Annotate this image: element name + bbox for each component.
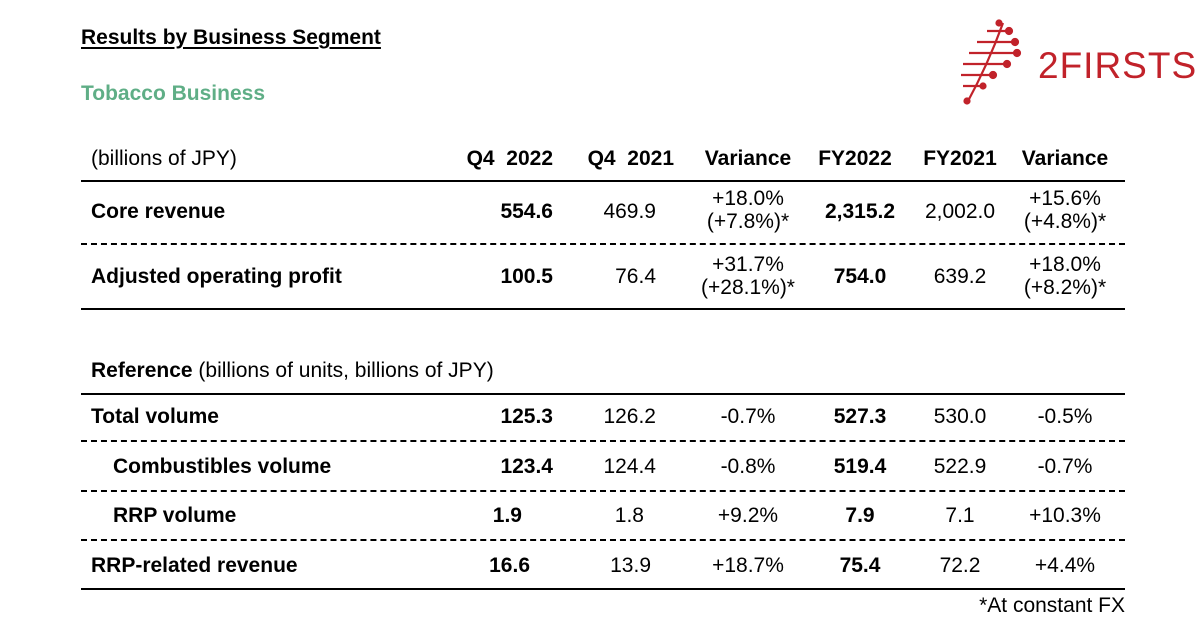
cell-fy2021: 639.2 (933, 265, 987, 288)
row-divider (81, 440, 1125, 442)
cell-variance-q4: -0.8% (720, 455, 776, 478)
row-label: Adjusted operating profit (91, 265, 342, 288)
cell-fy2022: 527.3 (833, 405, 887, 428)
table1-top-rule (81, 180, 1125, 182)
cell-variance-fy: +15.6% (+4.8%)* (1010, 187, 1120, 233)
reference-unit: (billions of units, billions of JPY) (192, 359, 494, 382)
col-header-fy2021: FY2021 (923, 147, 997, 170)
brand-logo: 2FIRSTS (955, 15, 1196, 110)
cell-q4-2021: 126.2 (603, 405, 656, 428)
cell-q4-2022: 100.5 (500, 265, 553, 288)
variance-value: +31.7% (712, 253, 784, 276)
cell-fy2021: 72.2 (939, 554, 981, 577)
cell-fy2021: 530.0 (933, 405, 987, 428)
cell-variance-q4: -0.7% (720, 405, 776, 428)
cell-variance-fy: -0.7% (1037, 455, 1093, 478)
row-label: RRP volume (113, 504, 237, 527)
row-label: Core revenue (91, 200, 226, 223)
cell-fy2021: 7.1 (945, 504, 975, 527)
col-header-variance-q4: Variance (704, 147, 792, 170)
cell-variance-q4: +31.7% (+28.1%)* (688, 253, 808, 299)
cell-q4-2021: 1.8 (614, 504, 644, 527)
unit-label: (billions of JPY) (91, 147, 237, 170)
cell-fy2022: 7.9 (845, 504, 875, 527)
cell-q4-2021: 76.4 (615, 265, 656, 288)
variance-fx-value: (+4.8%)* (1023, 210, 1107, 233)
section-subtitle: Tobacco Business (81, 82, 265, 105)
col-header-q4-2021: Q4 2021 (587, 147, 674, 170)
variance-fx-value: (+7.8%)* (706, 210, 790, 233)
variance-fx-value: (+8.2%)* (1023, 276, 1107, 299)
reference-bold: Reference (91, 359, 193, 382)
cell-variance-q4: +18.7% (712, 554, 784, 577)
variance-fx-value: (+28.1%)* (701, 276, 795, 299)
cell-q4-2022: 125.3 (500, 405, 553, 428)
cell-variance-fy: -0.5% (1037, 405, 1093, 428)
table2-bottom-rule (81, 588, 1125, 590)
cell-fy2021: 522.9 (933, 455, 987, 478)
col-header-fy2022: FY2022 (818, 147, 892, 170)
row-label: RRP-related revenue (91, 554, 298, 577)
cell-fy2022: 519.4 (833, 455, 887, 478)
page-title: Results by Business Segment (81, 26, 381, 49)
cell-variance-fy: +18.0% (+8.2%)* (1010, 253, 1120, 299)
cell-q4-2022: 16.6 (489, 554, 530, 577)
table2-top-rule (81, 393, 1125, 395)
cell-variance-fy: +10.3% (1029, 504, 1101, 527)
cell-fy2022: 75.4 (839, 554, 881, 577)
cell-q4-2021: 13.9 (610, 554, 651, 577)
cell-variance-q4: +18.0% (+7.8%)* (688, 187, 808, 233)
cell-q4-2022: 123.4 (500, 455, 553, 478)
col-header-q4-2022: Q4 2022 (466, 147, 553, 170)
row-divider (81, 539, 1125, 541)
logo-text: 2FIRSTS (1038, 45, 1198, 86)
cell-variance-fy: +4.4% (1034, 554, 1096, 577)
cell-fy2022: 2,315.2 (824, 200, 896, 223)
cell-q4-2022: 1.9 (492, 504, 522, 527)
cell-fy2021: 2,002.0 (924, 200, 996, 223)
row-divider (81, 490, 1125, 492)
cell-q4-2021: 469.9 (603, 200, 656, 223)
variance-value: +18.0% (712, 187, 784, 210)
variance-value: +18.0% (1029, 253, 1101, 276)
cell-q4-2021: 124.4 (603, 455, 656, 478)
variance-value: +15.6% (1029, 187, 1101, 210)
cell-q4-2022: 554.6 (500, 200, 553, 223)
logo-mark-icon (961, 19, 1022, 105)
cell-variance-q4: +9.2% (717, 504, 779, 527)
row-label: Combustibles volume (113, 455, 332, 478)
footnote: *At constant FX (979, 594, 1125, 617)
table1-bottom-rule (81, 308, 1125, 310)
col-header-variance-fy: Variance (1021, 147, 1109, 170)
row-label: Total volume (91, 405, 219, 428)
cell-fy2022: 754.0 (833, 265, 887, 288)
reference-label: Reference (billions of units, billions o… (91, 359, 494, 383)
row-divider (81, 243, 1125, 245)
